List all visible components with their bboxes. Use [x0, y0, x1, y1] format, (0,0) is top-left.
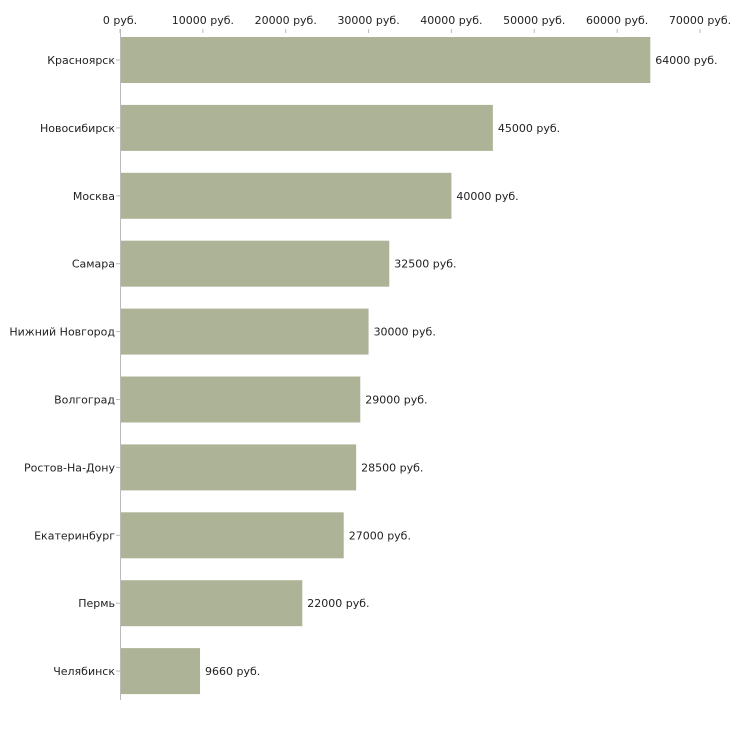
bar [120, 104, 493, 151]
x-tick-label: 50000 руб. [503, 14, 565, 27]
category-label: Красноярск [47, 54, 115, 67]
category-label: Нижний Новгород [9, 326, 115, 339]
bar [120, 37, 651, 83]
data-label: 22000 руб. [307, 597, 369, 610]
data-label: 32500 руб. [394, 258, 456, 271]
category-label: Самара [72, 258, 115, 271]
category-label: Москва [73, 190, 115, 203]
data-label: 30000 руб. [374, 326, 436, 339]
category-label: Екатеринбург [34, 529, 115, 542]
x-tick-label: 0 руб. [103, 14, 137, 27]
bar [120, 308, 369, 355]
x-tick-label: 10000 руб. [172, 14, 234, 27]
bar [120, 648, 201, 695]
data-label: 28500 руб. [361, 461, 423, 474]
category-label: Волгоград [54, 394, 115, 407]
data-label: 40000 руб. [456, 190, 518, 203]
bar [120, 240, 390, 287]
category-label: Челябинск [53, 665, 115, 678]
x-tick-label: 40000 руб. [420, 14, 482, 27]
category-label: Новосибирск [40, 122, 115, 135]
data-label: 9660 руб. [205, 665, 260, 678]
data-label: 45000 руб. [498, 122, 560, 135]
data-label: 27000 руб. [349, 529, 411, 542]
bar [120, 444, 357, 491]
category-label: Пермь [78, 597, 115, 610]
x-tick-label: 30000 руб. [337, 14, 399, 27]
bar [120, 172, 452, 219]
data-label: 64000 руб. [655, 54, 717, 67]
x-tick-label: 60000 руб. [586, 14, 648, 27]
x-tick-label: 70000 руб. [669, 14, 730, 27]
category-label: Ростов-На-Дону [24, 461, 115, 474]
x-tick-label: 20000 руб. [255, 14, 317, 27]
data-label: 29000 руб. [365, 394, 427, 407]
bar [120, 376, 361, 423]
bar [120, 512, 344, 559]
bar [120, 580, 303, 627]
